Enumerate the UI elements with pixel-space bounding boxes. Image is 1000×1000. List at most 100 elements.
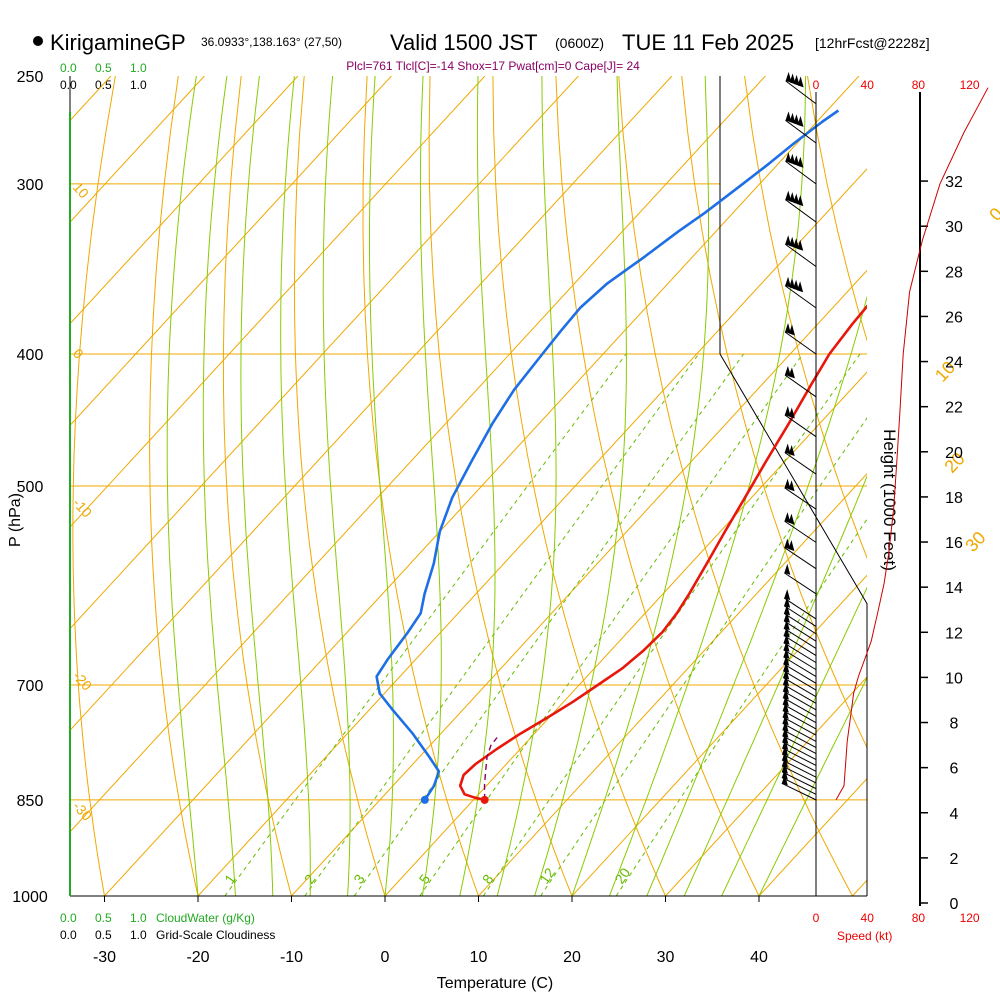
temperature-surface-marker — [480, 795, 489, 804]
height-tick-label-26: 26 — [945, 309, 963, 326]
dry-adiabat-70 — [744, 76, 867, 559]
mixing-ratio-3 — [353, 353, 745, 896]
wind-barb-flag — [783, 619, 790, 631]
wind-barb-staff — [783, 605, 817, 627]
wind-barb-flag — [782, 732, 789, 744]
wind-barb-flag — [784, 478, 791, 490]
height-axis-title: Height (1000 Feet) — [880, 429, 899, 571]
cloud-bottom-green-0: 0.0 — [60, 911, 77, 925]
right-panel: 0246810121416182022242628303200404080801… — [781, 71, 989, 925]
cloud-scale-bottom: 0.0 0.5 1.0 CloudWater (g/Kg) 0.0 0.5 1.… — [60, 911, 275, 942]
moist-adiabat-32 — [683, 475, 867, 896]
cloud-bottom-black-1: 0.5 — [95, 928, 112, 942]
wind-barb-staff — [782, 735, 817, 755]
wind-barb-staff — [783, 670, 817, 691]
wind-barb-flag — [784, 589, 791, 601]
wind-barb-flag — [783, 626, 790, 638]
station-coords: 36.0933°,138.163° (27,50) — [201, 35, 342, 49]
x-tick-label--20: -20 — [186, 949, 209, 966]
isotherm--50 — [70, 76, 673, 731]
station-name: KirigamineGP — [50, 30, 186, 55]
wind-barb-staff — [783, 663, 817, 684]
mixing-ratio-label-12: 12 — [536, 865, 558, 887]
wind-barb-staff — [781, 777, 817, 795]
mixing-ratio-label-3: 3 — [350, 871, 368, 887]
wind-barb-flag — [783, 654, 790, 666]
height-tick-label-10: 10 — [945, 670, 963, 687]
wind-barb-flag — [783, 611, 790, 623]
valid-date: TUE 11 Feb 2025 — [622, 30, 794, 55]
valid-utc: (0600Z) — [555, 35, 604, 51]
isotherm--20 — [197, 168, 867, 896]
wind-barb-staff — [782, 683, 817, 704]
height-tick-label-20: 20 — [945, 445, 963, 462]
height-tick-label-8: 8 — [950, 716, 959, 733]
wind-barb-flag — [783, 633, 790, 645]
wind-barb-flag — [784, 596, 791, 608]
wind-barb-flag — [793, 193, 800, 205]
wind-barb-staff — [785, 199, 817, 223]
wind-barb-staff — [784, 374, 817, 398]
height-tick-label-24: 24 — [945, 355, 963, 372]
wind-barb-flag — [797, 76, 804, 88]
height-tick-label-12: 12 — [945, 625, 963, 642]
cloud-scale-top: 0.0 0.5 1.0 0.0 0.5 1.0 — [60, 61, 147, 92]
wind-barb-staff — [783, 612, 817, 635]
wind-barb-flag — [782, 751, 789, 763]
wind-barb-staff — [782, 710, 817, 730]
isotherm-30 — [665, 676, 867, 896]
x-tick-label-0: 0 — [381, 949, 390, 966]
height-tick-label-16: 16 — [945, 535, 963, 552]
dry-adiabat-label--20: -20 — [70, 668, 96, 694]
mixing-ratio-8 — [482, 353, 861, 896]
wind-barb-flag — [789, 112, 796, 124]
speed-axis-title: Speed (kt) — [837, 929, 892, 943]
wind-barb-staff — [784, 520, 817, 543]
wind-barb-staff — [782, 697, 817, 717]
wind-barb-flag — [781, 774, 788, 786]
wind-barb-flag — [784, 512, 791, 524]
speed-top-label-40: 40 — [861, 78, 875, 92]
dry-adiabat--10 — [222, 76, 292, 896]
wind-barb-flag — [783, 681, 790, 693]
isotherm--100 — [70, 76, 205, 223]
cloud-bottom-black-0: 0.0 — [60, 928, 77, 942]
cloud-top-black-0: 0.0 — [60, 78, 77, 92]
height-tick-label-32: 32 — [945, 174, 963, 191]
x-tick-label--30: -30 — [93, 949, 116, 966]
speed-bottom-label-40: 40 — [861, 911, 875, 925]
mixing-ratio-1 — [224, 353, 627, 896]
wind-barb-flag — [785, 111, 792, 123]
wind-barb-flag — [784, 563, 791, 575]
mixing-ratio-12 — [540, 417, 867, 896]
wind-barb-flag — [782, 726, 789, 738]
wind-barb-staff — [782, 690, 817, 711]
wind-barb-flag — [785, 235, 792, 247]
wind-barb-staff — [784, 572, 817, 595]
dry-adiabat-60 — [681, 76, 867, 749]
speed-top-label-80: 80 — [912, 78, 926, 92]
wind-barb-staff — [783, 649, 817, 671]
wind-barb-flag — [797, 156, 804, 168]
wind-barb-flag — [785, 276, 792, 288]
axis-ticks: -30 -20 -10 0 10 20 30 40 — [93, 896, 768, 966]
cloud-top-green-0: 0.0 — [60, 61, 77, 75]
moist-adiabat-36 — [721, 586, 867, 896]
isotherm-10 — [478, 472, 867, 896]
dewpoint-surface-marker — [420, 795, 429, 804]
station-bullet-icon — [33, 36, 43, 46]
wind-barb-staff — [782, 741, 817, 760]
wind-barb-staff — [781, 782, 817, 801]
wind-barb-flag — [797, 281, 804, 293]
dry-adiabat-110 — [996, 76, 1000, 896]
x-tick-label-30: 30 — [657, 949, 675, 966]
wind-barb-flag — [782, 739, 789, 751]
speed-top-label-0: 0 — [813, 78, 820, 92]
cloud-top-green-2: 1.0 — [130, 61, 147, 75]
wind-barb-flag — [797, 195, 804, 207]
dewpoint-profile — [375, 109, 840, 801]
wind-barb-flag — [782, 707, 789, 719]
wind-barb-flag — [789, 192, 796, 204]
x-tick-label-10: 10 — [470, 949, 488, 966]
wind-barb-staff — [785, 160, 817, 185]
